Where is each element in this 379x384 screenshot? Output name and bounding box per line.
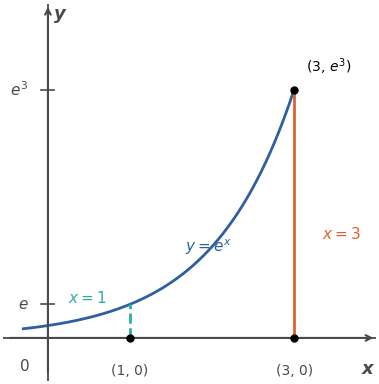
Text: $y = e^x$: $y = e^x$ (185, 237, 231, 257)
Text: (1, 0): (1, 0) (111, 364, 149, 378)
Text: $e$: $e$ (18, 297, 29, 312)
Text: y: y (54, 5, 66, 23)
Text: x: x (362, 360, 374, 378)
Text: $(3,\, e^3)$: $(3,\, e^3)$ (307, 56, 352, 77)
Text: $x = 3$: $x = 3$ (323, 226, 361, 242)
Text: (3, 0): (3, 0) (276, 364, 313, 378)
Text: $x = 1$: $x = 1$ (68, 290, 106, 306)
Text: $e^3$: $e^3$ (10, 80, 28, 99)
Text: 0: 0 (20, 359, 30, 374)
